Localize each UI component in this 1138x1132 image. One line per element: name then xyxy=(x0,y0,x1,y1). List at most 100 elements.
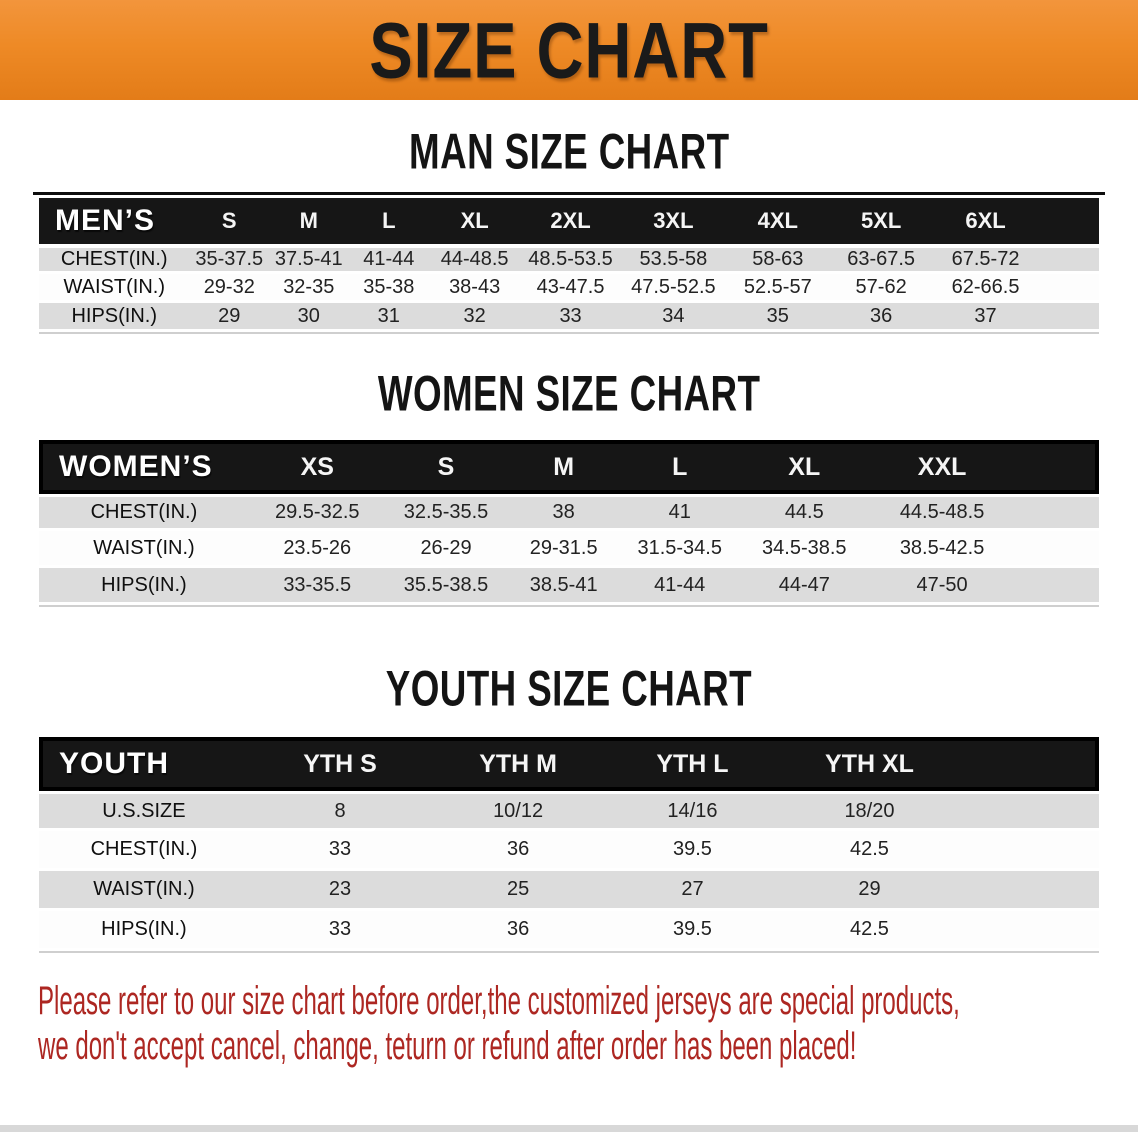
measurement-value: 36 xyxy=(431,911,606,951)
measurement-value: 29 xyxy=(189,303,270,332)
measurement-value: 31 xyxy=(348,303,430,332)
measurement-value: 44-47 xyxy=(738,568,870,605)
measurement-value: 39.5 xyxy=(605,911,780,951)
measurement-value: 26-29 xyxy=(385,531,507,568)
men-table-topline xyxy=(33,192,1105,195)
size-column-header: M xyxy=(269,198,349,244)
measurement-value: 43-47.5 xyxy=(520,274,621,303)
women-table-bottom-line xyxy=(39,605,1099,607)
size-header-row: MEN’S S M L XL 2XL 3XL 4XL 5XL 6XL xyxy=(39,198,1099,244)
measurement-value: 47-50 xyxy=(870,568,1015,605)
measurement-value: 33-35.5 xyxy=(248,568,386,605)
measurement-row-label: U.S.SIZE xyxy=(39,791,249,831)
measurement-row-label: WAIST(IN.) xyxy=(39,531,249,568)
measurement-row-label: CHEST(IN.) xyxy=(39,244,190,274)
measurement-value: 14/16 xyxy=(605,791,780,831)
measurement-value: 33 xyxy=(248,911,432,951)
size-column-header: XL xyxy=(738,440,870,494)
banner-title: SIZE CHART xyxy=(369,6,769,94)
measurement-value: 41-44 xyxy=(348,244,430,274)
measurement-value: 35-37.5 xyxy=(189,244,270,274)
measurement-value: 32-35 xyxy=(269,274,349,303)
measurement-value: 57-62 xyxy=(829,274,933,303)
bottom-strip xyxy=(0,1125,1138,1132)
size-column-header: L xyxy=(348,198,430,244)
size-column-header: L xyxy=(620,440,739,494)
size-column-header: XXL xyxy=(870,440,1015,494)
women-section-title: WOMEN SIZE CHART xyxy=(0,364,1138,422)
measurement-row: CHEST(IN.) 35-37.5 37.5-41 41-44 44-48.5 48.5… xyxy=(39,244,1099,274)
size-column-header: M xyxy=(506,440,621,494)
measurement-value: 31.5-34.5 xyxy=(620,531,739,568)
measurement-row: HIPS(IN.) 33 36 39.5 42.5 xyxy=(39,911,1099,951)
filler-cell xyxy=(959,831,1099,871)
youth-section-title-text: YOUTH SIZE CHART xyxy=(385,659,753,717)
measurement-value: 36 xyxy=(829,303,933,332)
filler-cell xyxy=(959,791,1099,831)
measurement-value: 35 xyxy=(725,303,830,332)
size-column-header: XL xyxy=(429,198,521,244)
table-group-label: WOMEN’S xyxy=(39,440,249,494)
measurement-value: 27 xyxy=(605,871,780,911)
women-section: WOMEN SIZE CHART WOMEN’S XS S M L XL XXL CHEST… xyxy=(0,364,1138,607)
filler-cell xyxy=(1038,198,1099,244)
measurement-value: 25 xyxy=(431,871,606,911)
measurement-row: WAIST(IN.) 23 25 27 29 xyxy=(39,871,1099,911)
measurement-value: 42.5 xyxy=(779,911,960,951)
filler-cell xyxy=(959,737,1099,791)
women-section-title-text: WOMEN SIZE CHART xyxy=(377,364,761,422)
measurement-row-label: HIPS(IN.) xyxy=(39,303,190,332)
measurement-row-label: CHEST(IN.) xyxy=(39,831,249,871)
measurement-value: 53.5-58 xyxy=(620,244,726,274)
measurement-value: 33 xyxy=(520,303,621,332)
table-group-label: YOUTH xyxy=(39,737,249,791)
measurement-value: 67.5-72 xyxy=(932,244,1039,274)
measurement-value: 23 xyxy=(248,871,432,911)
size-column-header: S xyxy=(189,198,270,244)
measurement-value: 36 xyxy=(431,831,606,871)
measurement-value: 29-32 xyxy=(189,274,270,303)
size-column-header: YTH M xyxy=(431,737,606,791)
size-column-header: YTH L xyxy=(605,737,780,791)
filler-cell xyxy=(1014,440,1099,494)
filler-cell xyxy=(1038,244,1099,274)
measurement-value: 44.5-48.5 xyxy=(870,494,1015,531)
measurement-value: 10/12 xyxy=(431,791,606,831)
size-column-header: YTH S xyxy=(248,737,432,791)
men-section-title: MAN SIZE CHART xyxy=(0,124,1138,178)
measurement-row-label: WAIST(IN.) xyxy=(39,274,190,303)
filler-cell xyxy=(1014,494,1099,531)
measurement-value: 32.5-35.5 xyxy=(385,494,507,531)
youth-size-table: YOUTH YTH S YTH M YTH L YTH XL U.S.SIZE 8 10/1… xyxy=(39,737,1099,951)
filler-cell xyxy=(1038,303,1099,332)
measurement-value: 29-31.5 xyxy=(506,531,621,568)
men-section: MAN SIZE CHART MEN’S S M L XL 2XL 3XL 4XL 5XL 6XL… xyxy=(0,124,1138,334)
measurement-value: 34.5-38.5 xyxy=(738,531,870,568)
measurement-value: 37 xyxy=(932,303,1039,332)
measurement-value: 38 xyxy=(506,494,621,531)
measurement-value: 23.5-26 xyxy=(248,531,386,568)
size-column-header: 6XL xyxy=(932,198,1039,244)
filler-cell xyxy=(1038,274,1099,303)
measurement-value: 44.5 xyxy=(738,494,870,531)
size-column-header: S xyxy=(385,440,507,494)
measurement-row: WAIST(IN.) 23.5-26 26-29 29-31.5 31.5-34.5 34… xyxy=(39,531,1099,568)
measurement-value: 58-63 xyxy=(725,244,830,274)
measurement-value: 48.5-53.5 xyxy=(520,244,621,274)
table-group-label: MEN’S xyxy=(39,198,190,244)
size-column-header: 4XL xyxy=(725,198,830,244)
measurement-value: 52.5-57 xyxy=(725,274,830,303)
size-column-header: 3XL xyxy=(620,198,726,244)
size-header-row: YOUTH YTH S YTH M YTH L YTH XL xyxy=(39,737,1099,791)
measurement-value: 47.5-52.5 xyxy=(620,274,726,303)
disclaimer-line-1: Please refer to our size chart before or… xyxy=(38,979,960,1023)
measurement-value: 37.5-41 xyxy=(269,244,349,274)
measurement-row: HIPS(IN.) 33-35.5 35.5-38.5 38.5-41 41-44 44-… xyxy=(39,568,1099,605)
measurement-value: 41-44 xyxy=(620,568,739,605)
measurement-row-label: CHEST(IN.) xyxy=(39,494,249,531)
measurement-value: 39.5 xyxy=(605,831,780,871)
measurement-value: 35.5-38.5 xyxy=(385,568,507,605)
banner: SIZE CHART xyxy=(0,0,1138,100)
measurement-row: WAIST(IN.) 29-32 32-35 35-38 38-43 43-47.5 47.… xyxy=(39,274,1099,303)
